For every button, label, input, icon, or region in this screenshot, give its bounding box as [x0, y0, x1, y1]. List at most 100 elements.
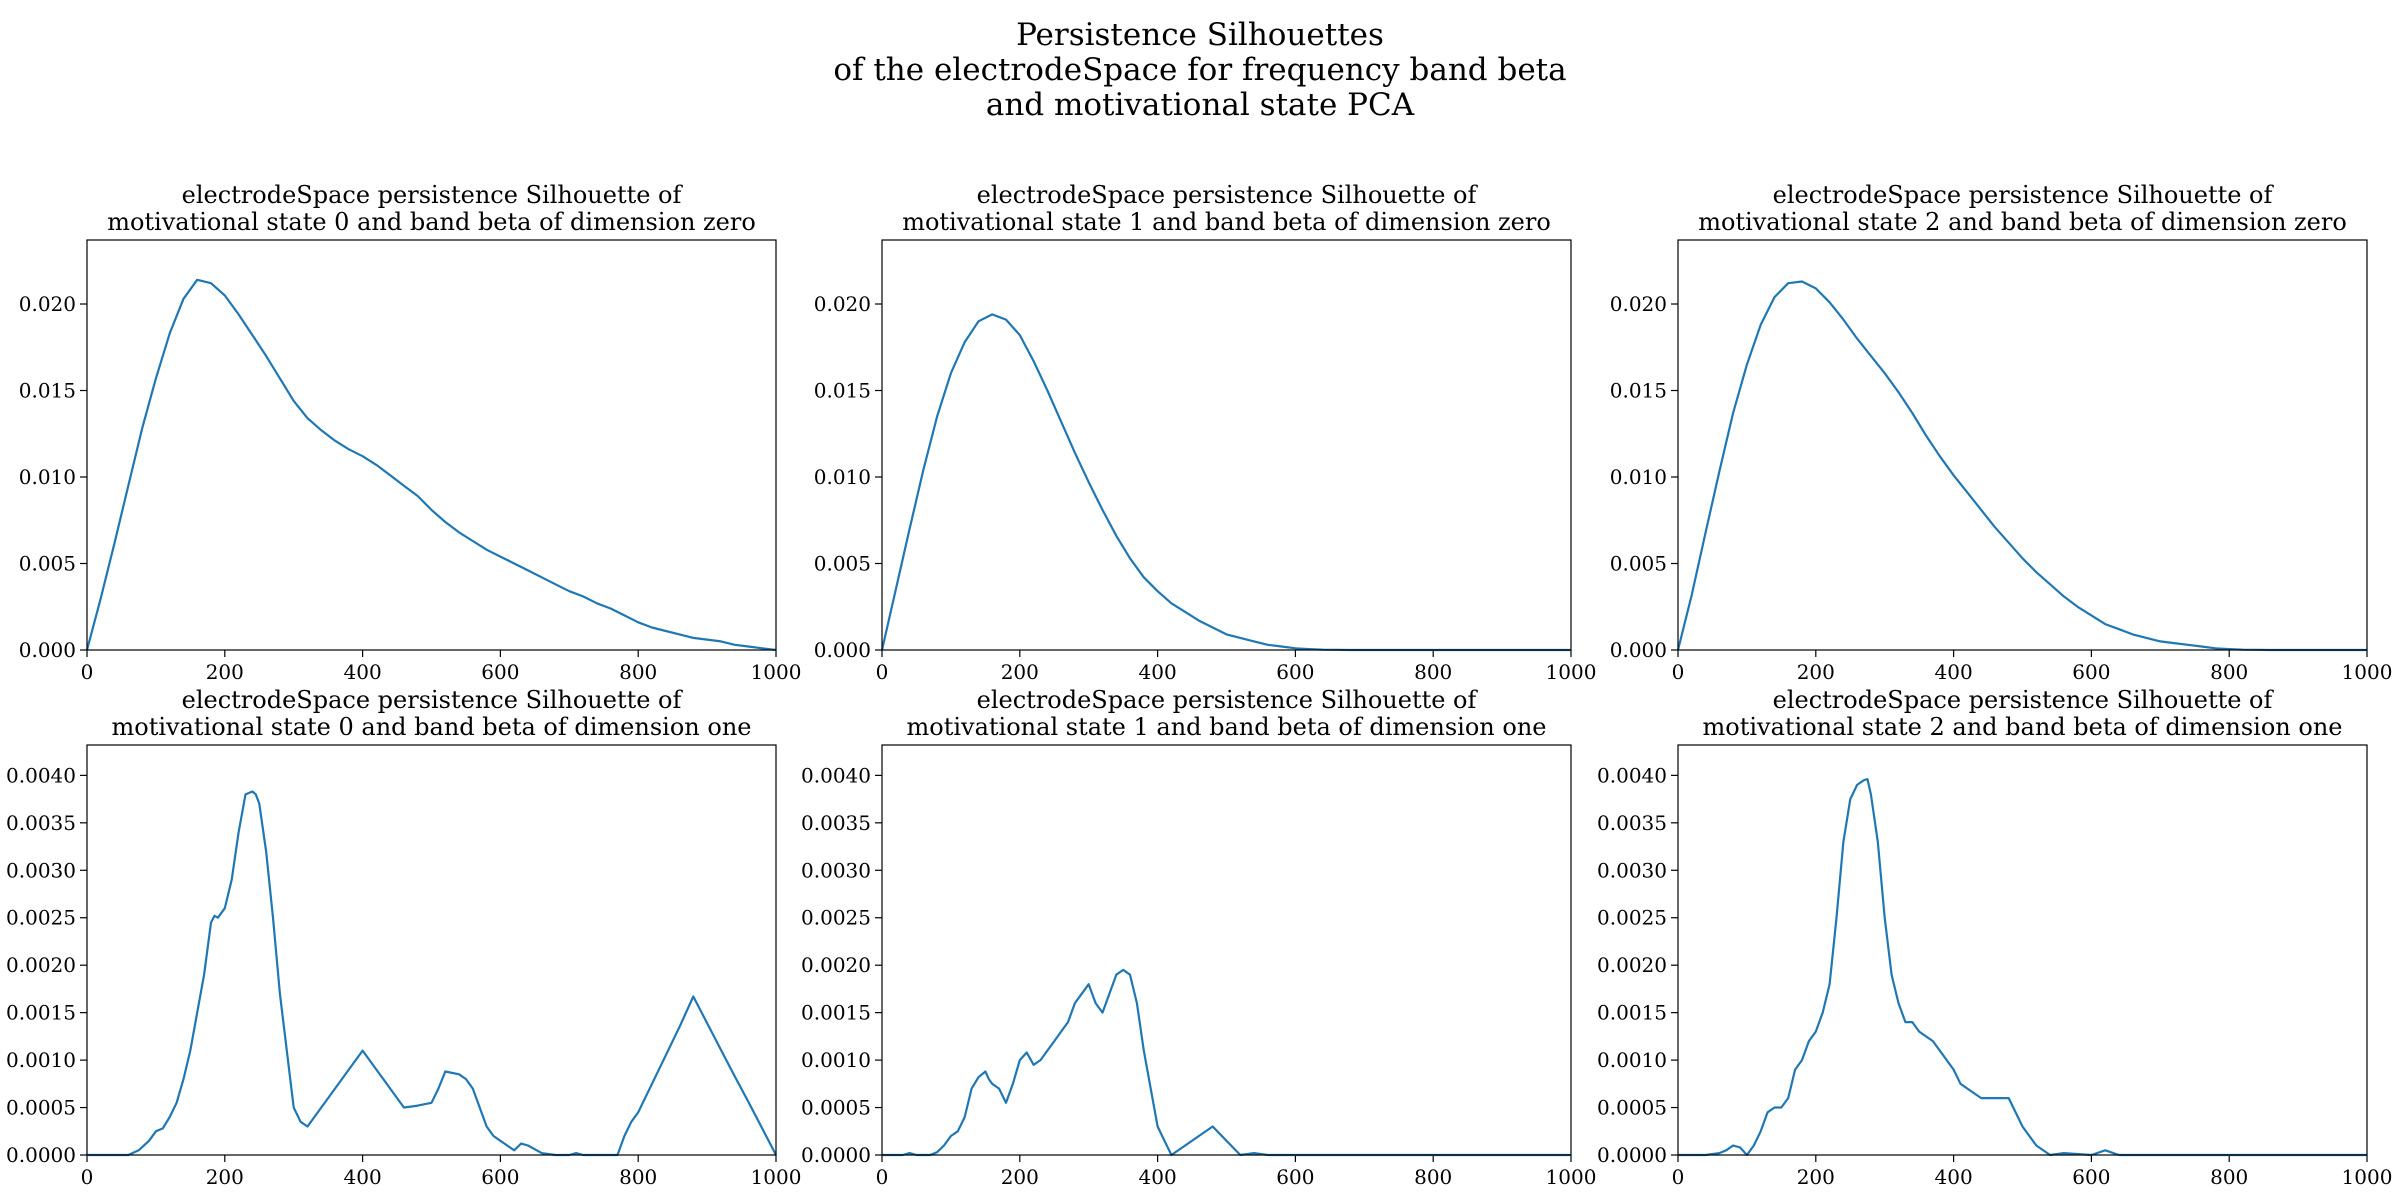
x-tick-label: 800	[2210, 660, 2248, 684]
x-tick-label: 200	[206, 1165, 244, 1189]
x-tick-label: 800	[1414, 660, 1452, 684]
axes-frame	[881, 239, 1572, 651]
subplot-5: electrodeSpace persistence Silhouette of…	[801, 686, 1596, 1189]
silhouette-line	[1678, 778, 2367, 1157]
y-tick-label: 0.005	[814, 552, 871, 576]
axes-frame	[881, 744, 1572, 1156]
y-tick-label: 0.0000	[6, 1143, 76, 1167]
x-tick-label: 600	[2072, 1165, 2110, 1189]
y-tick-label: 0.020	[814, 292, 871, 316]
subplot-title-line-2: motivational state 2 and band beta of di…	[1703, 713, 2343, 741]
x-tick-label: 1000	[2342, 660, 2393, 684]
y-tick-label: 0.0020	[6, 953, 76, 977]
x-tick-label: 400	[1139, 660, 1177, 684]
y-tick-label: 0.0005	[801, 1096, 871, 1120]
y-tick-label: 0.0040	[6, 763, 76, 787]
y-tick-label: 0.015	[1610, 379, 1667, 403]
y-tick-label: 0.000	[814, 638, 871, 662]
subplot-1: electrodeSpace persistence Silhouette of…	[19, 181, 802, 684]
x-tick-label: 800	[2210, 1165, 2248, 1189]
x-tick-label: 1000	[2342, 1165, 2393, 1189]
x-tick-label: 1000	[1546, 1165, 1597, 1189]
x-tick-label: 0	[1672, 660, 1685, 684]
x-tick-label: 400	[344, 660, 382, 684]
subplot-6: electrodeSpace persistence Silhouette of…	[1597, 686, 2392, 1189]
y-tick-label: 0.0035	[1597, 811, 1667, 835]
y-tick-label: 0.0015	[801, 1001, 871, 1025]
y-tick-label: 0.0010	[6, 1048, 76, 1072]
silhouette-line	[85, 278, 777, 652]
subplot-title-line-2: motivational state 0 and band beta of di…	[112, 713, 752, 741]
x-tick-label: 400	[1935, 1165, 1973, 1189]
y-tick-label: 0.0010	[801, 1048, 871, 1072]
x-tick-label: 1000	[751, 660, 802, 684]
subplots-grid: electrodeSpace persistence Silhouette of…	[6, 181, 2392, 1189]
y-tick-label: 0.0025	[6, 906, 76, 930]
y-tick-label: 0.010	[1610, 465, 1667, 489]
y-tick-label: 0.0040	[801, 763, 871, 787]
subplot-title-line-2: motivational state 1 and band beta of di…	[907, 713, 1547, 741]
figure-title-line-1: Persistence Silhouettes	[1016, 17, 1384, 53]
subplot-title-line-1: electrodeSpace persistence Silhouette of	[182, 686, 684, 714]
x-tick-label: 400	[1139, 1165, 1177, 1189]
y-tick-label: 0.0030	[801, 858, 871, 882]
y-tick-label: 0.0030	[6, 858, 76, 882]
silhouette-line	[87, 790, 777, 1157]
subplot-4: electrodeSpace persistence Silhouette of…	[6, 686, 801, 1189]
y-tick-label: 0.015	[814, 379, 871, 403]
x-tick-label: 800	[619, 660, 657, 684]
y-tick-label: 0.0035	[6, 811, 76, 835]
y-tick-label: 0.0005	[1597, 1096, 1667, 1120]
subplot-3: electrodeSpace persistence Silhouette of…	[1610, 181, 2393, 684]
x-tick-label: 0	[876, 660, 889, 684]
y-tick-label: 0.010	[814, 465, 871, 489]
x-tick-label: 200	[206, 660, 244, 684]
x-tick-label: 1000	[1546, 660, 1597, 684]
y-tick-label: 0.0015	[1597, 1001, 1667, 1025]
x-tick-label: 400	[344, 1165, 382, 1189]
x-tick-label: 0	[876, 1165, 889, 1189]
x-tick-label: 800	[619, 1165, 657, 1189]
y-tick-label: 0.0010	[1597, 1048, 1667, 1072]
x-tick-label: 600	[1276, 1165, 1314, 1189]
axes-frame	[1677, 239, 2368, 651]
y-tick-label: 0.0005	[6, 1096, 76, 1120]
x-tick-label: 600	[481, 1165, 519, 1189]
y-tick-label: 0.0030	[1597, 858, 1667, 882]
figure-title-line-3: and motivational state PCA	[986, 87, 1415, 123]
x-tick-label: 0	[1672, 1165, 1685, 1189]
y-tick-label: 0.0020	[801, 953, 871, 977]
silhouette-line	[1676, 280, 2367, 652]
x-tick-label: 600	[2072, 660, 2110, 684]
y-tick-label: 0.0025	[801, 906, 871, 930]
x-tick-label: 600	[481, 660, 519, 684]
x-tick-label: 0	[81, 1165, 94, 1189]
y-tick-label: 0.005	[19, 552, 76, 576]
subplot-title-line-1: electrodeSpace persistence Silhouette of	[1773, 181, 2275, 209]
subplot-title-line-1: electrodeSpace persistence Silhouette of	[977, 686, 1479, 714]
subplot-title-line-2: motivational state 2 and band beta of di…	[1698, 208, 2347, 236]
y-tick-label: 0.015	[19, 379, 76, 403]
silhouette-line	[882, 968, 1571, 1157]
y-tick-label: 0.0035	[801, 811, 871, 835]
figure-title-line-2: of the electrodeSpace for frequency band…	[833, 52, 1566, 88]
y-tick-label: 0.0000	[801, 1143, 871, 1167]
subplot-title-line-2: motivational state 1 and band beta of di…	[902, 208, 1551, 236]
x-tick-label: 800	[1414, 1165, 1452, 1189]
x-tick-label: 200	[1001, 1165, 1039, 1189]
axes-frame	[86, 239, 777, 651]
subplot-title-line-1: electrodeSpace persistence Silhouette of	[977, 181, 1479, 209]
subplot-2: electrodeSpace persistence Silhouette of…	[814, 181, 1597, 684]
y-tick-label: 0.020	[19, 292, 76, 316]
y-tick-label: 0.0040	[1597, 763, 1667, 787]
subplot-title-line-1: electrodeSpace persistence Silhouette of	[182, 181, 684, 209]
y-tick-label: 0.020	[1610, 292, 1667, 316]
y-tick-label: 0.0000	[1597, 1143, 1667, 1167]
x-tick-label: 200	[1797, 1165, 1835, 1189]
x-tick-label: 200	[1797, 660, 1835, 684]
x-tick-label: 1000	[751, 1165, 802, 1189]
x-tick-label: 400	[1935, 660, 1973, 684]
subplot-title-line-2: motivational state 0 and band beta of di…	[107, 208, 756, 236]
